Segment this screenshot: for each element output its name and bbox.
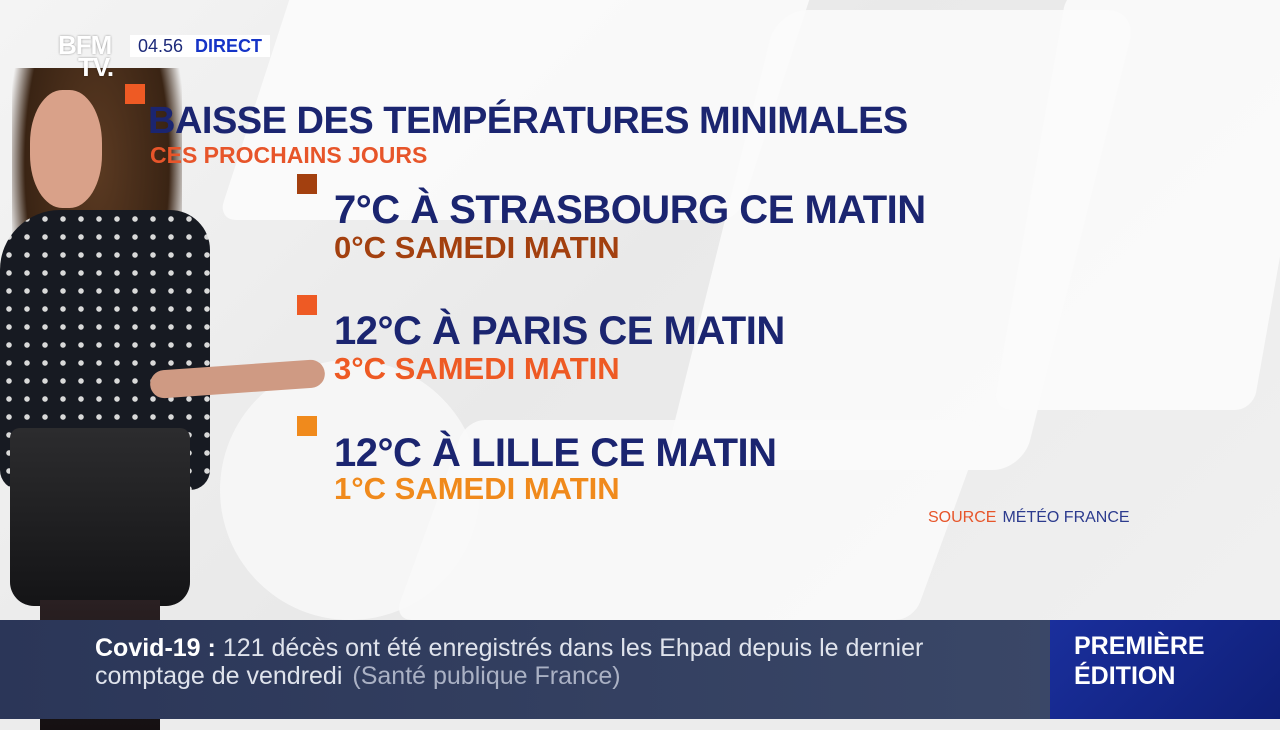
source-credit: SOURCE MÉTÉO FRANCE <box>928 509 1130 527</box>
title-marker <box>125 84 145 104</box>
item-sub-lille: 1°C SAMEDI MATIN <box>334 471 620 506</box>
logo-line1: BFM <box>58 30 112 60</box>
ticker-source: (Santé publique France) <box>352 662 621 690</box>
ticker-separator: : <box>207 634 216 662</box>
ticker-keyword: Covid-19 <box>95 634 201 662</box>
live-label: DIRECT <box>195 35 263 56</box>
ticker-text-continued: comptage de vendredi <box>95 662 343 690</box>
news-ticker: Covid-19 : 121 décès ont été enregistrés… <box>0 620 1050 719</box>
item-main-paris: 12°C À PARIS CE MATIN <box>334 309 785 353</box>
item-sub-strasbourg: 0°C SAMEDI MATIN <box>334 230 620 265</box>
source-label: SOURCE <box>928 509 997 526</box>
item-marker <box>297 174 317 194</box>
graphic-title: BAISSE DES TEMPÉRATURES MINIMALES <box>148 100 908 142</box>
graphic-subtitle: CES PROCHAINS JOURS <box>150 142 428 168</box>
bfmtv-logo: BFM TV. <box>58 30 122 86</box>
ticker-line1: Covid-19 : 121 décès ont été enregistrés… <box>95 634 923 663</box>
presenter-face <box>30 90 102 208</box>
source-value: MÉTÉO FRANCE <box>1002 509 1130 526</box>
edition-line1: PREMIÈRE <box>1074 632 1205 660</box>
item-marker <box>297 295 317 315</box>
clock: 04.56 <box>138 35 184 56</box>
item-sub-paris: 3°C SAMEDI MATIN <box>334 351 620 386</box>
edition-line2: ÉDITION <box>1074 662 1176 690</box>
edition-badge: PREMIÈRE ÉDITION <box>1050 620 1280 719</box>
ticker-text: 121 décès ont été enregistrés dans les E… <box>222 634 924 662</box>
item-main-lille: 12°C À LILLE CE MATIN <box>334 431 777 475</box>
item-marker <box>297 416 317 436</box>
ticker-line2: comptage de vendredi (Santé publique Fran… <box>95 662 621 691</box>
logo-line2: TV. <box>78 52 114 82</box>
item-main-strasbourg: 7°C À STRASBOURG CE MATIN <box>334 188 926 232</box>
presenter-shorts <box>10 428 190 606</box>
time-strip: 04.56 DIRECT <box>130 35 271 57</box>
